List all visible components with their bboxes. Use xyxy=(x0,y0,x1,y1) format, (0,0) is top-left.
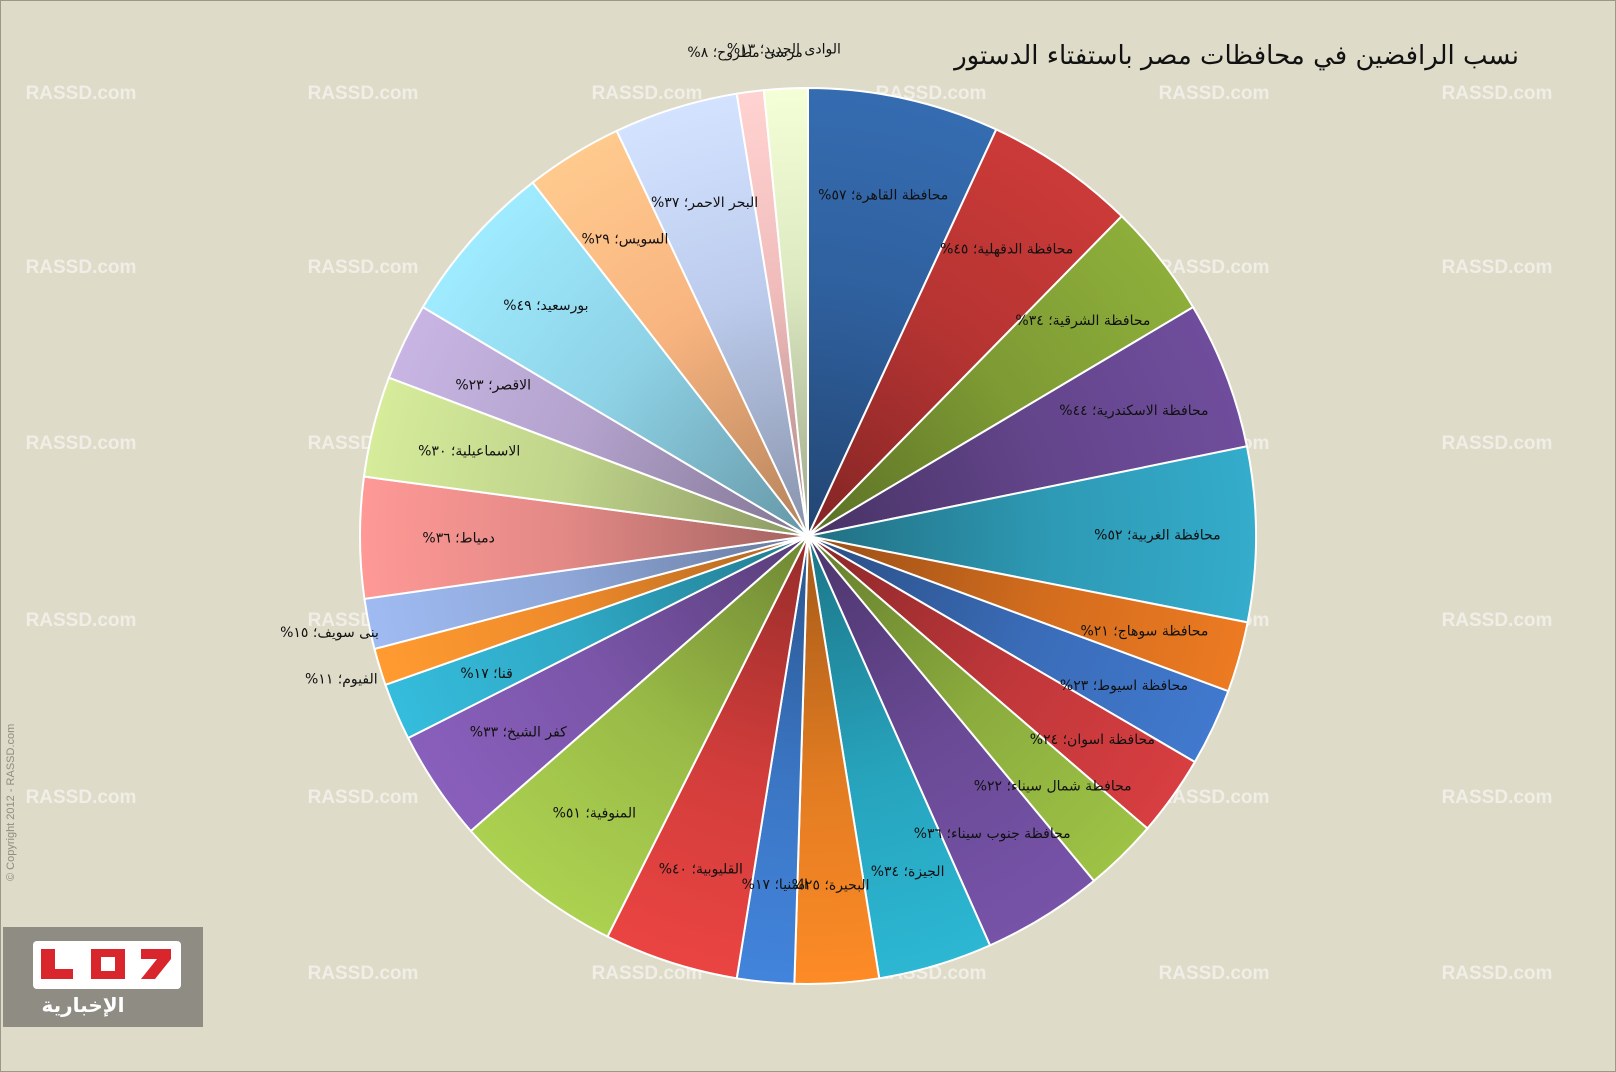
watermark-text: RASSD.com xyxy=(308,787,419,808)
slice-label: الاقصر؛ ٢٣% xyxy=(455,377,531,393)
pie-slice xyxy=(762,86,809,537)
slice-label: بنى سويف؛ ١٥% xyxy=(280,625,379,641)
slice-label: بورسعيد؛ ٤٩% xyxy=(503,298,588,314)
slice-label: الفيوم؛ ١١% xyxy=(305,672,378,688)
watermark-text: RASSD.com xyxy=(1159,257,1270,278)
watermark-text: RASSD.com xyxy=(1442,257,1553,278)
slice-label: كفر الشيخ؛ ٣٣% xyxy=(470,724,567,740)
slice-label: الجيزة؛ ٣٤% xyxy=(871,864,945,880)
slice-label: مرسى مطروح؛ ٨% xyxy=(687,45,802,61)
brand-logo: الإخبارية xyxy=(3,927,203,1027)
watermark-text: RASSD.com xyxy=(26,83,137,104)
watermark-text: RASSD.com xyxy=(1159,83,1270,104)
watermark-text: RASSD.com xyxy=(26,257,137,278)
slice-label: القليوبية؛ ٤٠% xyxy=(659,862,743,878)
watermark-text: RASSD.com xyxy=(592,83,703,104)
watermark-text: RASSD.com xyxy=(1442,963,1553,984)
slice-label: محافظة شمال سيناء؛ ٢٢% xyxy=(974,778,1132,794)
watermark-text: RASSD.com xyxy=(1442,433,1553,454)
slice-label: محافظة الاسكندرية؛ ٤٤% xyxy=(1059,403,1208,419)
slice-label: البحيرة؛ ٢٥% xyxy=(792,878,870,894)
slice-label: قنا؛ ١٧% xyxy=(460,666,512,682)
slice-label: محافظة الغربية؛ ٥٢% xyxy=(1094,528,1220,544)
watermark-text: RASSD.com xyxy=(1442,610,1553,631)
watermark-text: RASSD.com xyxy=(26,433,137,454)
slice-label: محافظة اسيوط؛ ٢٣% xyxy=(1060,678,1188,694)
slice-label: الاسماعيلية؛ ٣٠% xyxy=(418,444,520,460)
slice-label: المنيا؛ ١٧% xyxy=(742,877,808,893)
watermark-text: RASSD.com xyxy=(1159,787,1270,808)
slice-label: محافظة الدقهلية؛ ٤٥% xyxy=(940,242,1073,258)
pie-slice xyxy=(807,445,1257,624)
pie-slice xyxy=(807,128,1124,537)
slice-label: دمياط؛ ٣٦% xyxy=(422,530,494,546)
slice-label: الوادى الجديد؛ ١٣% xyxy=(727,42,841,58)
watermark-text: RASSD.com xyxy=(308,963,419,984)
watermark-text: RASSD.com xyxy=(308,257,419,278)
watermark-text: RASSD.com xyxy=(26,610,137,631)
watermark-text: RASSD.com xyxy=(26,787,137,808)
slice-label: البحر الاحمر؛ ٣٧% xyxy=(651,195,758,211)
pie-slices xyxy=(359,86,1257,985)
copyright-text: © Copyright 2012 - RASSD.com xyxy=(5,723,17,881)
watermark-text: RASSD.com xyxy=(592,963,703,984)
logo-text: الإخبارية xyxy=(41,993,125,1017)
watermark-text: RASSD.com xyxy=(308,83,419,104)
watermark-text: RASSD.com xyxy=(1442,787,1553,808)
pie-slice xyxy=(807,305,1249,537)
rassd-logo-icon xyxy=(33,941,181,989)
slice-label: محافظة سوهاج؛ ٢١% xyxy=(1080,624,1208,640)
pie-slice xyxy=(421,181,809,537)
slice-label: محافظة الشرقية؛ ٣٤% xyxy=(1015,313,1150,329)
slice-label: محافظة اسوان؛ ٢٤% xyxy=(1030,732,1155,748)
pie-slice xyxy=(807,86,998,537)
watermark-text: RASSD.com xyxy=(1442,83,1553,104)
pie-slice xyxy=(469,535,809,938)
pie-labels: محافظة القاهرة؛ ٥٧% محافظة الدقهلية؛ ٤٥% م… xyxy=(280,42,1221,894)
slice-label: محافظة القاهرة؛ ٥٧% xyxy=(818,188,948,204)
chart-title: نسب الرافضين في محافظات مصر باستفتاء الد… xyxy=(954,41,1519,71)
watermark-text: RASSD.com xyxy=(1159,963,1270,984)
slice-label: السويس؛ ٢٩% xyxy=(581,231,668,247)
slice-label: المنوفية؛ ٥١% xyxy=(553,806,636,822)
logo-dot xyxy=(37,983,43,989)
slice-label: محافظة جنوب سيناء؛ ٣٦% xyxy=(914,826,1071,842)
